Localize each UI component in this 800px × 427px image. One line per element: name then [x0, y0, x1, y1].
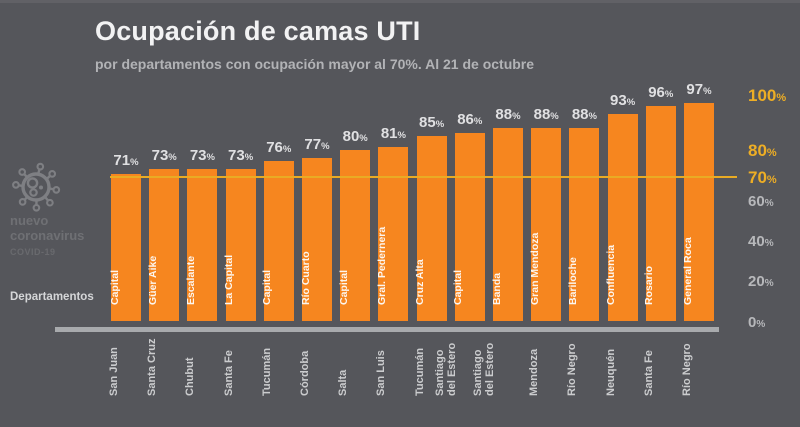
x-axis-province-label: Río Negro — [566, 343, 579, 396]
bar-department-label: General Roca — [681, 237, 694, 305]
x-axis-province-label: Santa Fe — [642, 350, 655, 396]
x-axis-province-label: Chubut — [184, 357, 197, 396]
page-title: Ocupación de camas UTI — [95, 16, 421, 46]
bar-gran-mendoza — [531, 127, 562, 321]
x-axis-province-label: Santa Fe — [222, 350, 235, 396]
x-axis-province-label: Tucumán — [260, 347, 273, 396]
bar-value-label: 86% — [457, 111, 483, 129]
y-axis-tick-60: 60% — [748, 192, 774, 210]
x-axis-province-label: Mendoza — [528, 348, 541, 396]
y-axis-tick-0: 0% — [748, 313, 766, 331]
x-axis-province-label: Santa Cruz — [146, 338, 159, 396]
bar-value-label: 77% — [304, 135, 330, 153]
bar-value-label: 96% — [648, 83, 674, 101]
brand-line1: nuevo — [10, 213, 49, 228]
chart-baseline — [55, 327, 719, 332]
bar-value-label: 73% — [151, 146, 177, 164]
brand-line3: COVID-19 — [10, 247, 56, 257]
bar-department-label: Güer Aike — [146, 255, 159, 305]
bar-value-label: 88% — [571, 105, 597, 123]
bar-department-label: Gral. Pedernera — [375, 226, 388, 305]
bar-value-label: 80% — [342, 127, 368, 145]
bar-department-label: Capital — [261, 269, 274, 305]
bar-bariloche — [569, 127, 600, 321]
bar-cruz-alta — [416, 135, 447, 321]
y-axis-tick-40: 40% — [748, 233, 774, 251]
x-axis-province-label: Río Negro — [681, 343, 693, 396]
bar-department-label: Escalante — [184, 255, 197, 305]
x-axis-province-label: Tucumán — [413, 347, 426, 396]
bar-rosario — [645, 105, 676, 321]
x-axis-province-label: San Luis — [375, 350, 388, 396]
bar-la-capital — [225, 168, 256, 321]
bar-department-label: Banda — [490, 272, 503, 305]
bar-g-er-aike — [149, 168, 180, 321]
bar-capital — [263, 160, 294, 321]
y-axis-tick-80: 80% — [748, 140, 777, 160]
bar-department-label: Rosario — [643, 265, 656, 305]
bar-value-label: 88% — [495, 105, 521, 123]
bar-value-label: 71% — [113, 152, 139, 170]
bar-r-o-cuarto — [302, 157, 332, 321]
bar-department-label: Capital — [452, 269, 465, 305]
bar-general-roca — [684, 103, 714, 321]
brand-line2: coronavirus — [10, 228, 85, 243]
y-axis-tick-20: 20% — [748, 273, 774, 291]
threshold-line-70 — [110, 175, 737, 178]
chart-subtitle: por departamentos con ocupación mayor al… — [95, 56, 535, 72]
bar-value-label: 93% — [610, 92, 636, 110]
bar-gral-pedernera — [378, 146, 409, 321]
bar-banda — [493, 127, 523, 321]
x-axis-province-label: Santiago del Estero — [433, 342, 458, 396]
y-axis-tick-100: 100% — [748, 86, 787, 105]
bar-capital — [454, 133, 485, 321]
bar-confluencia — [607, 114, 638, 321]
bar-department-label: Capital — [108, 269, 121, 305]
bar-department-label: Gran Mendoza — [528, 232, 541, 305]
x-axis-province-label: San Juan — [108, 347, 120, 396]
bar-value-label: 81% — [380, 124, 406, 142]
bar-value-label: 85% — [419, 113, 445, 131]
bar-capital — [111, 174, 141, 321]
bar-value-label: 73% — [189, 146, 215, 164]
x-axis-province-label: Santiago del Estero — [472, 342, 496, 396]
x-axis-province-label: Córdoba — [299, 350, 311, 396]
bar-capital — [340, 149, 371, 321]
x-axis-province-label: Salta — [337, 369, 350, 396]
bar-value-label: 76% — [266, 138, 292, 156]
bar-department-label: Confluencia — [605, 244, 618, 305]
bar-value-label: 73% — [228, 146, 254, 164]
x-axis-title: Departamentos — [10, 291, 94, 303]
brand-caption: nuevo coronavirus COVID-19 — [10, 213, 84, 260]
bar-value-label: 88% — [533, 105, 559, 123]
y-axis-tick-70: 70% — [748, 167, 777, 187]
bar-department-label: La Capital — [223, 254, 236, 305]
coronavirus-icon — [12, 162, 61, 212]
bar-department-label: Bariloche — [566, 257, 579, 305]
bar-escalante — [187, 168, 218, 321]
x-axis-province-label: Neuquén — [604, 348, 617, 396]
bar-department-label: Río Cuarto — [299, 251, 312, 305]
bar-department-label: Cruz Alta — [414, 259, 427, 305]
bar-value-label: 97% — [686, 81, 712, 99]
bar-department-label: Capital — [337, 269, 350, 305]
